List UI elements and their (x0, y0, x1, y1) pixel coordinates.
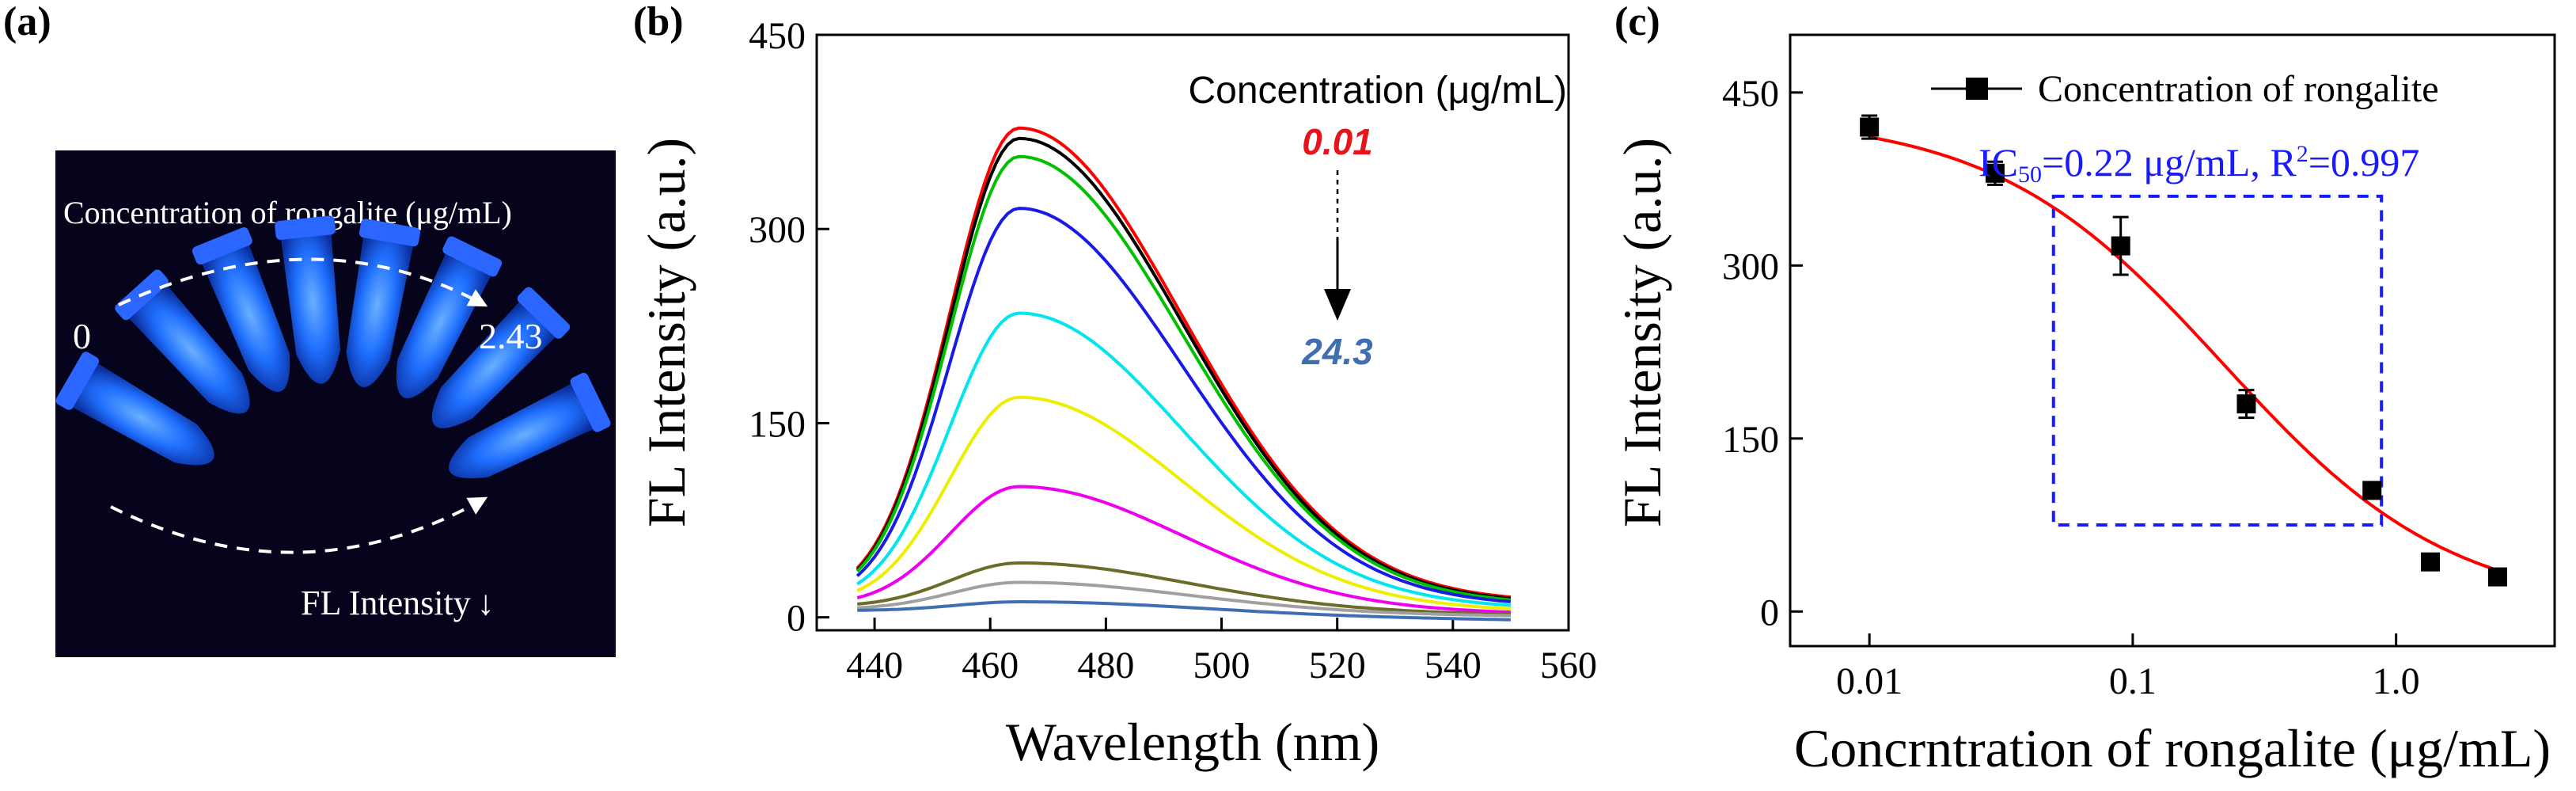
x-tick-label: 560 (1540, 645, 1597, 686)
x-tick-label: 500 (1193, 645, 1250, 686)
x-axis-title: Wavelength (nm) (1006, 712, 1379, 772)
y-axis-title: FL Intensity (a.u.) (636, 138, 696, 527)
spectrum-line (857, 580, 1511, 618)
legend-marker (1966, 78, 1988, 100)
x-tick-label: 540 (1425, 645, 1481, 686)
photo-fl-label: FL Intensity ↓ (301, 584, 495, 622)
y-tick-label: 150 (749, 403, 806, 445)
y-tick-label: 150 (1722, 419, 1779, 461)
down-arrow-icon (1324, 289, 1351, 321)
spectrum-line (856, 126, 1512, 599)
y-tick-label: 450 (1722, 73, 1779, 115)
plot-frame (815, 33, 1570, 632)
x-tick-label: 480 (1077, 645, 1134, 686)
spectra-chart: 440 460 480 500 520 540 560 0 150 300 450 Waveleng… (636, 15, 1597, 772)
tube (346, 219, 421, 387)
panel-c-label: (c) (1614, 0, 1660, 44)
panel-b-label: (b) (633, 0, 684, 44)
x-tick-label: 520 (1309, 645, 1366, 686)
y-tick-label: 0 (787, 598, 806, 640)
tube (449, 372, 611, 479)
ic50-part-c: =0.997 (2309, 140, 2420, 184)
data-point (1860, 117, 1880, 137)
tube (192, 227, 290, 392)
spectrum-line (856, 207, 1512, 603)
photo-panel: Concentration of rongalite (μg/mL) 0 2.4… (55, 150, 616, 657)
photo-fl-text: FL Intensity (301, 584, 471, 622)
photo-left-value: 0 (73, 316, 91, 356)
data-point (2421, 552, 2441, 572)
spectrum-line (856, 311, 1512, 607)
tube (431, 287, 571, 428)
inhibition-chart: 0.01 0.1 1.0 0 150 300 450 Concentration of ro… (1612, 33, 2556, 778)
plot-frame (1789, 33, 2556, 648)
photo-right-value: 2.43 (479, 316, 543, 356)
legend: Concentration of rongalite (1931, 68, 2439, 110)
ic50-part-b: =0.22 μg/mL, R (2042, 140, 2297, 184)
y-tick-label: 300 (749, 209, 806, 251)
spectrum-line (857, 561, 1511, 616)
x-tick-label: 460 (962, 645, 1019, 686)
panel-a-label: (a) (3, 0, 51, 44)
annotation-bottom-value: 24.3 (1301, 331, 1373, 372)
tube (275, 215, 341, 384)
data-point (2236, 394, 2256, 414)
spectrum-line (857, 600, 1511, 622)
spectrum-line (856, 154, 1512, 602)
ic50-part-sub: 50 (2018, 162, 2042, 188)
tube-fan (55, 215, 611, 479)
data-point (2487, 567, 2507, 587)
y-tick-label: 0 (1760, 591, 1779, 633)
data-point (2362, 481, 2382, 500)
x-tick-label: 1.0 (2373, 660, 2420, 702)
ic50-annotation: IC50=0.22 μg/mL, R2=0.997 (1978, 140, 2419, 188)
annotation-top-value: 0.01 (1302, 121, 1373, 162)
down-arrow-icon: ↓ (477, 584, 495, 622)
x-tick-label: 0.01 (1836, 660, 1903, 702)
spectrum-line (856, 136, 1512, 600)
tube (396, 236, 503, 398)
legend-label: Concentration of rongalite (2038, 68, 2439, 110)
y-axis-title: FL Intensity (a.u.) (1612, 138, 1672, 527)
bottom-dashed-arrow (110, 496, 488, 554)
ic50-part-a: IC (1978, 140, 2018, 184)
data-point (1985, 163, 2005, 183)
y-tick-label: 450 (749, 15, 806, 57)
annotation-title: Concentration (μg/mL) (1188, 70, 1567, 112)
ic50-part-sup: 2 (2297, 141, 2309, 167)
spectrum-line (856, 485, 1511, 614)
ic50-range-box (2051, 194, 2384, 527)
x-tick-label: 0.1 (2109, 660, 2157, 702)
x-axis-title: Concrntration of rongalite (μg/mL) (1794, 718, 2551, 778)
tube (55, 352, 214, 466)
y-tick-label: 300 (1722, 245, 1779, 287)
spectrum-line (856, 395, 1512, 610)
data-point (2111, 236, 2130, 256)
fit-curve (1868, 135, 2498, 572)
x-tick-label: 440 (846, 645, 903, 686)
